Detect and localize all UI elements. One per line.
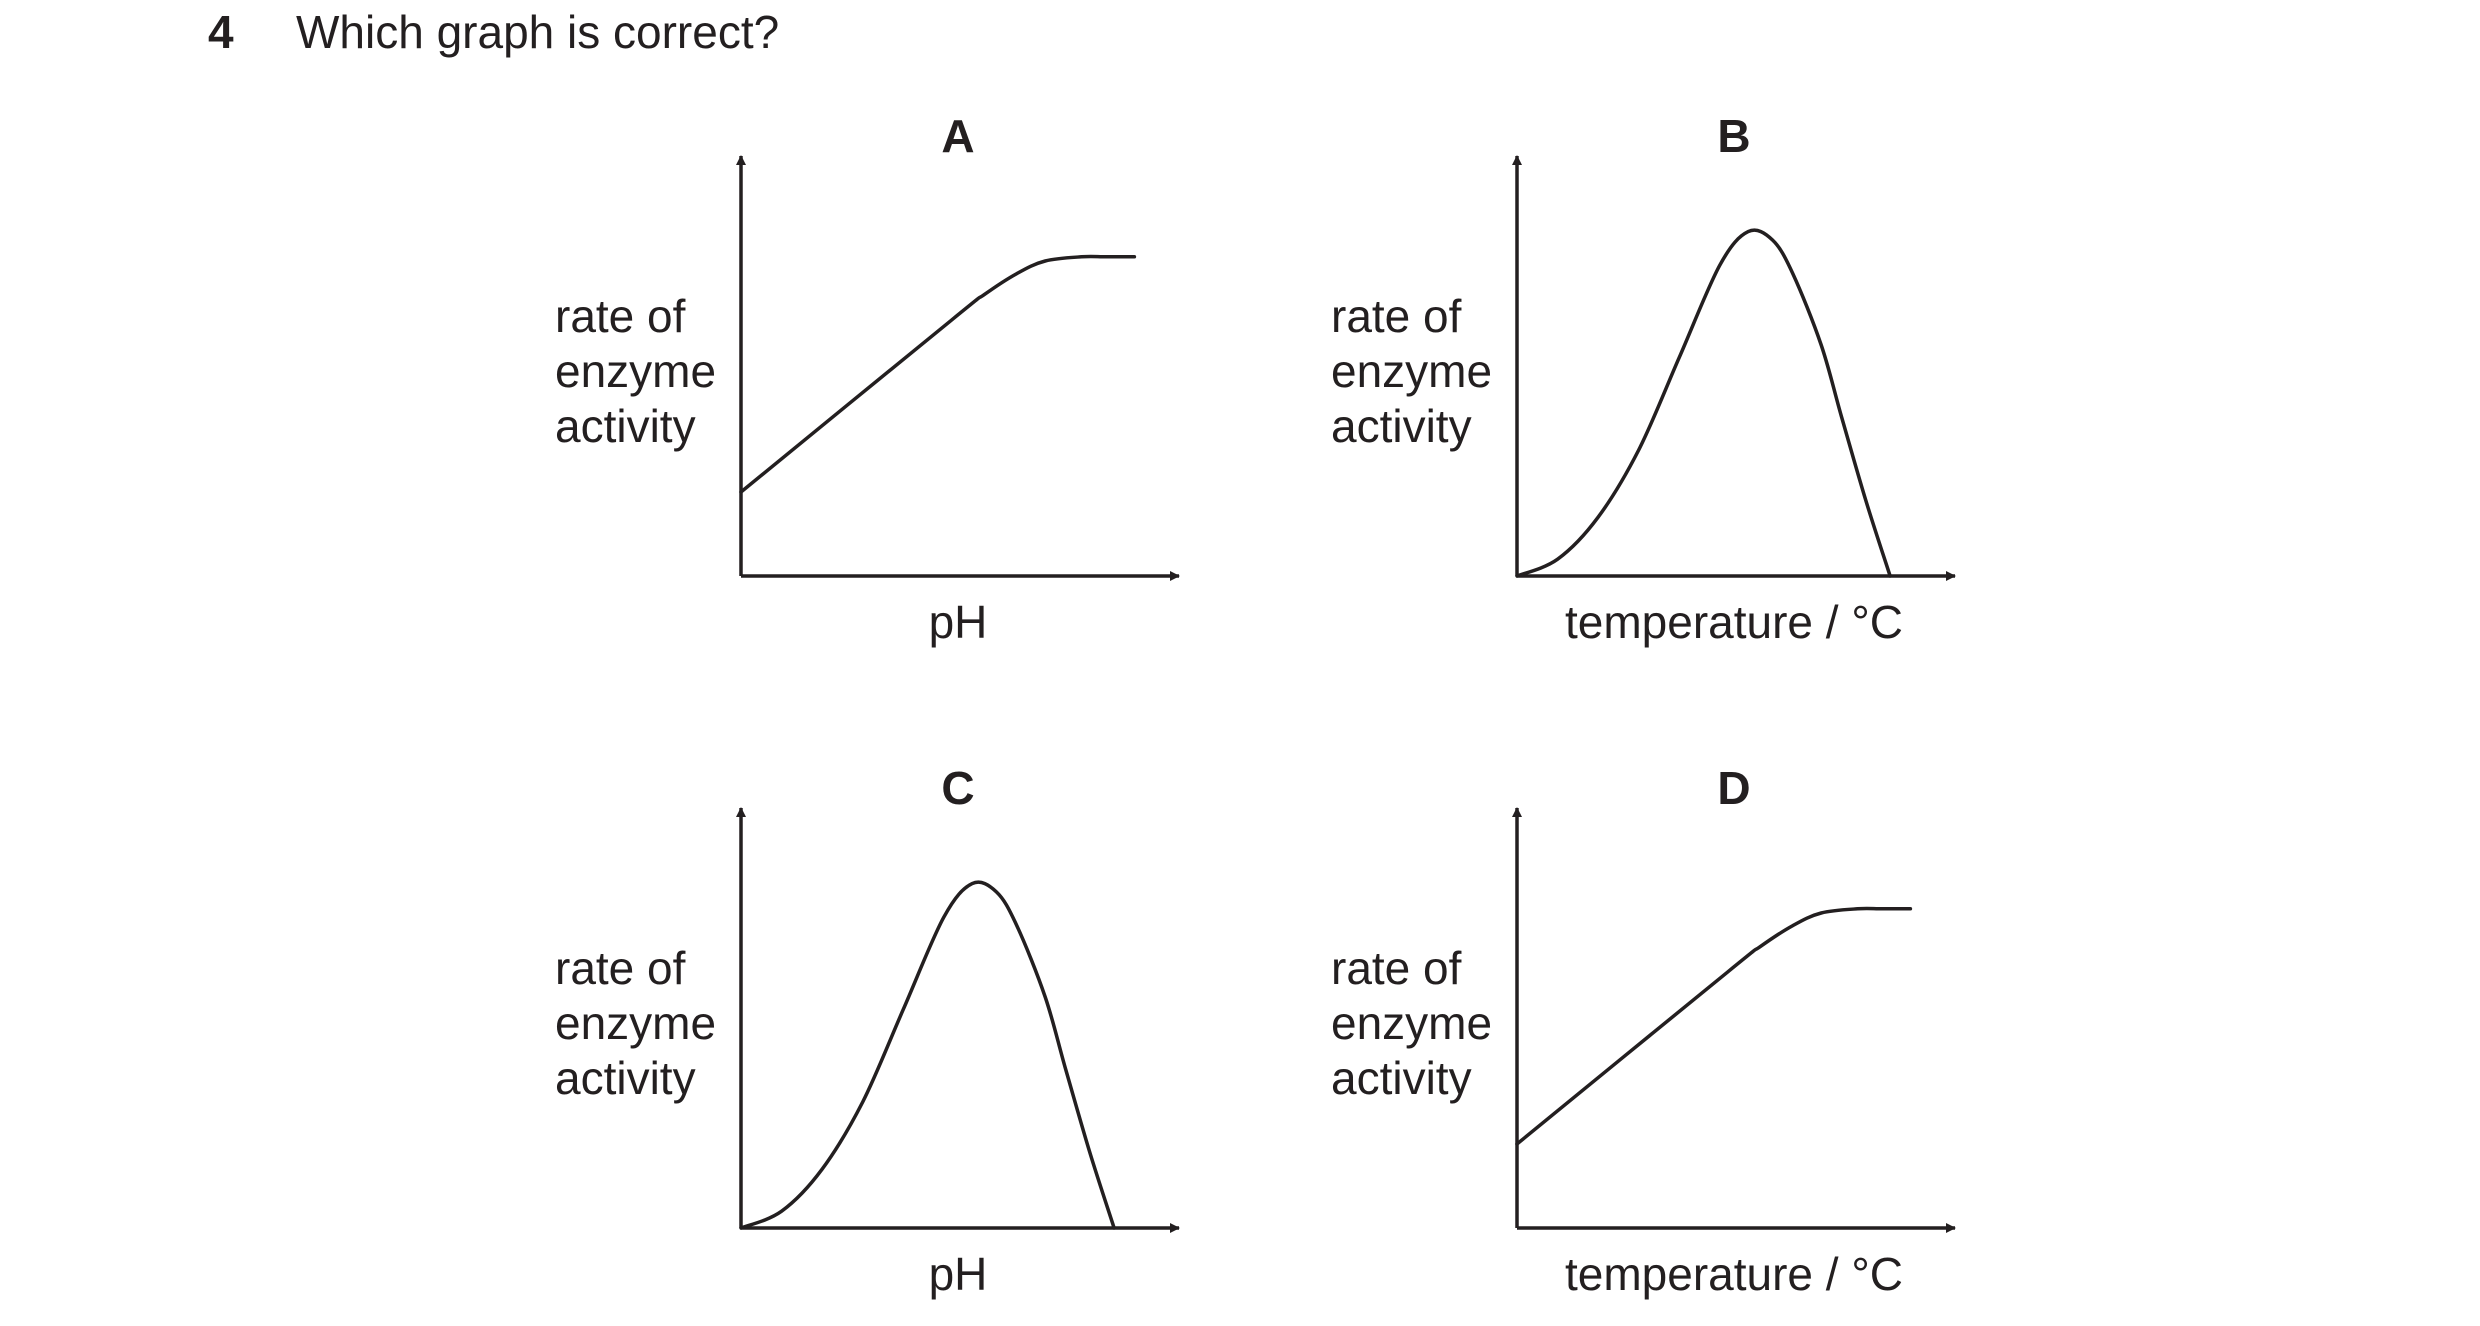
y-axis-label-d-line-2: enzyme xyxy=(1331,997,1493,1049)
y-axis-label-b-line-2: enzyme xyxy=(1331,345,1493,397)
y-axis-label-c-line-2: enzyme xyxy=(555,997,717,1049)
graph-b xyxy=(1512,155,1956,581)
x-axis-label-d: temperature / °C xyxy=(1565,1248,1903,1300)
graph-a xyxy=(736,155,1180,581)
y-axis-label-a-line-1: rate of xyxy=(555,290,686,342)
question-number: 4 xyxy=(208,6,234,58)
curve-a xyxy=(739,254,1137,494)
y-axis-label-b-line-1: rate of xyxy=(1331,290,1462,342)
curve-c xyxy=(739,880,1116,1230)
y-axis-label-d-line-3: activity xyxy=(1331,1052,1472,1104)
y-axis-label-c-line-3: activity xyxy=(555,1052,696,1104)
y-axis-label-a-line-3: activity xyxy=(555,400,696,452)
x-axis-label-b: temperature / °C xyxy=(1565,596,1903,648)
option-letter-b: B xyxy=(1717,110,1751,162)
graph-c xyxy=(736,807,1180,1233)
x-axis-label-c: pH xyxy=(928,1248,988,1300)
option-letter-c: C xyxy=(941,762,975,814)
curve-d xyxy=(1515,906,1913,1146)
question-text: Which graph is correct? xyxy=(296,6,780,58)
curve-b xyxy=(1515,228,1892,578)
y-axis-label-b-line-3: activity xyxy=(1331,400,1472,452)
option-letter-a: A xyxy=(941,110,975,162)
y-axis-label-c-line-1: rate of xyxy=(555,942,686,994)
graph-d xyxy=(1512,807,1956,1233)
y-axis-label-d-line-1: rate of xyxy=(1331,942,1462,994)
option-letter-d: D xyxy=(1717,762,1751,814)
y-axis-label-a-line-2: enzyme xyxy=(555,345,717,397)
x-axis-label-a: pH xyxy=(928,596,988,648)
